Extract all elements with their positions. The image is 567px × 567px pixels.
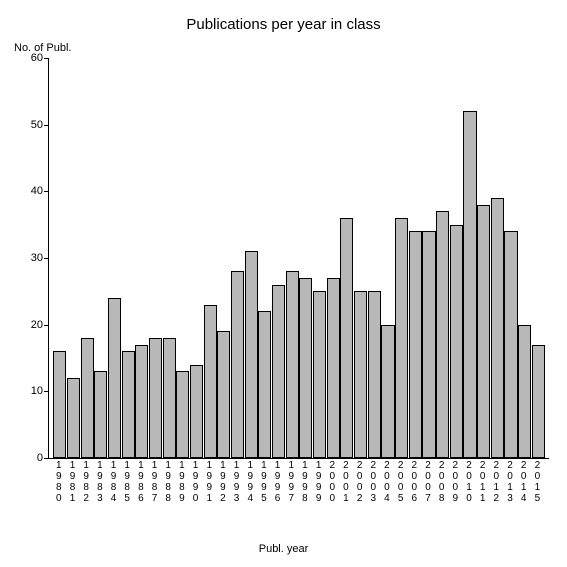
bar [286, 271, 299, 458]
x-tick-label: 1 9 8 0 [52, 460, 66, 504]
y-tick-label: 30 [13, 252, 43, 264]
bar [491, 198, 504, 458]
bar [176, 371, 189, 458]
x-tick-label: 1 9 9 4 [243, 460, 257, 504]
bar [149, 338, 162, 458]
x-tick-label: 1 9 8 5 [120, 460, 134, 504]
x-tick-label: 2 0 0 6 [407, 460, 421, 504]
y-tick-label: 10 [13, 385, 43, 397]
y-tick-label: 50 [13, 119, 43, 131]
x-tick-label: 1 9 8 4 [107, 460, 121, 504]
bar [94, 371, 107, 458]
bar [477, 205, 490, 458]
x-tick-label: 1 9 8 8 [161, 460, 175, 504]
bar [354, 291, 367, 458]
x-tick-label: 2 0 0 0 [325, 460, 339, 504]
bar [190, 365, 203, 458]
x-tick-label: 1 9 9 6 [271, 460, 285, 504]
x-tick-label: 2 0 0 7 [421, 460, 435, 504]
x-tick-label: 2 0 0 8 [435, 460, 449, 504]
bar [409, 231, 422, 458]
y-tick-label: 60 [13, 52, 43, 64]
bar [217, 331, 230, 458]
x-tick-label: 2 0 0 1 [339, 460, 353, 504]
bar [450, 225, 463, 458]
x-tick-label: 2 0 0 5 [394, 460, 408, 504]
bar [340, 218, 353, 458]
x-tick-label: 2 0 1 5 [531, 460, 545, 504]
bar [299, 278, 312, 458]
x-tick-label: 1 9 9 8 [298, 460, 312, 504]
bar [327, 278, 340, 458]
x-tick-label: 1 9 9 2 [216, 460, 230, 504]
x-tick-label: 1 9 8 7 [148, 460, 162, 504]
x-tick-label: 1 9 8 2 [79, 460, 93, 504]
x-tick-label: 2 0 1 2 [490, 460, 504, 504]
x-tick-label: 2 0 1 0 [462, 460, 476, 504]
x-tick-label: 2 0 0 9 [448, 460, 462, 504]
x-tick-label: 1 9 8 9 [175, 460, 189, 504]
bar [436, 211, 449, 458]
x-tick-label: 1 9 8 6 [134, 460, 148, 504]
bar [108, 298, 121, 458]
bar [163, 338, 176, 458]
x-axis-label: Publ. year [0, 543, 567, 555]
x-tick-label: 2 0 1 4 [517, 460, 531, 504]
bar [245, 251, 258, 458]
x-tick-label: 2 0 0 2 [353, 460, 367, 504]
bar [381, 325, 394, 458]
bar [231, 271, 244, 458]
y-tick-label: 0 [13, 452, 43, 464]
x-tick-label: 1 9 9 1 [202, 460, 216, 504]
bar [81, 338, 94, 458]
x-tick-label: 1 9 8 1 [66, 460, 80, 504]
x-tick-label: 1 9 9 5 [257, 460, 271, 504]
bar [532, 345, 545, 458]
bar [368, 291, 381, 458]
bars-group [49, 58, 549, 458]
bar [122, 351, 135, 458]
x-tick-label: 1 9 9 3 [230, 460, 244, 504]
x-tick-label: 2 0 0 4 [380, 460, 394, 504]
y-tick-label: 20 [13, 319, 43, 331]
plot-area [48, 58, 549, 459]
bar [272, 285, 285, 458]
y-tick-label: 40 [13, 185, 43, 197]
bar [53, 351, 66, 458]
bar [67, 378, 80, 458]
bar [463, 111, 476, 458]
x-axis-labels: 1 9 8 01 9 8 11 9 8 21 9 8 31 9 8 41 9 8… [48, 460, 548, 504]
x-tick-label: 2 0 1 3 [503, 460, 517, 504]
bar [258, 311, 271, 458]
x-tick-label: 1 9 9 7 [284, 460, 298, 504]
bar [504, 231, 517, 458]
bar [518, 325, 531, 458]
x-tick-label: 2 0 1 1 [476, 460, 490, 504]
bar [422, 231, 435, 458]
x-tick-label: 2 0 0 3 [366, 460, 380, 504]
bar [135, 345, 148, 458]
bar [395, 218, 408, 458]
bar [204, 305, 217, 458]
chart-container: Publications per year in class No. of Pu… [0, 0, 567, 567]
bar [313, 291, 326, 458]
chart-title: Publications per year in class [0, 16, 567, 33]
x-tick-label: 1 9 8 3 [93, 460, 107, 504]
x-tick-label: 1 9 9 9 [312, 460, 326, 504]
x-tick-label: 1 9 9 0 [189, 460, 203, 504]
